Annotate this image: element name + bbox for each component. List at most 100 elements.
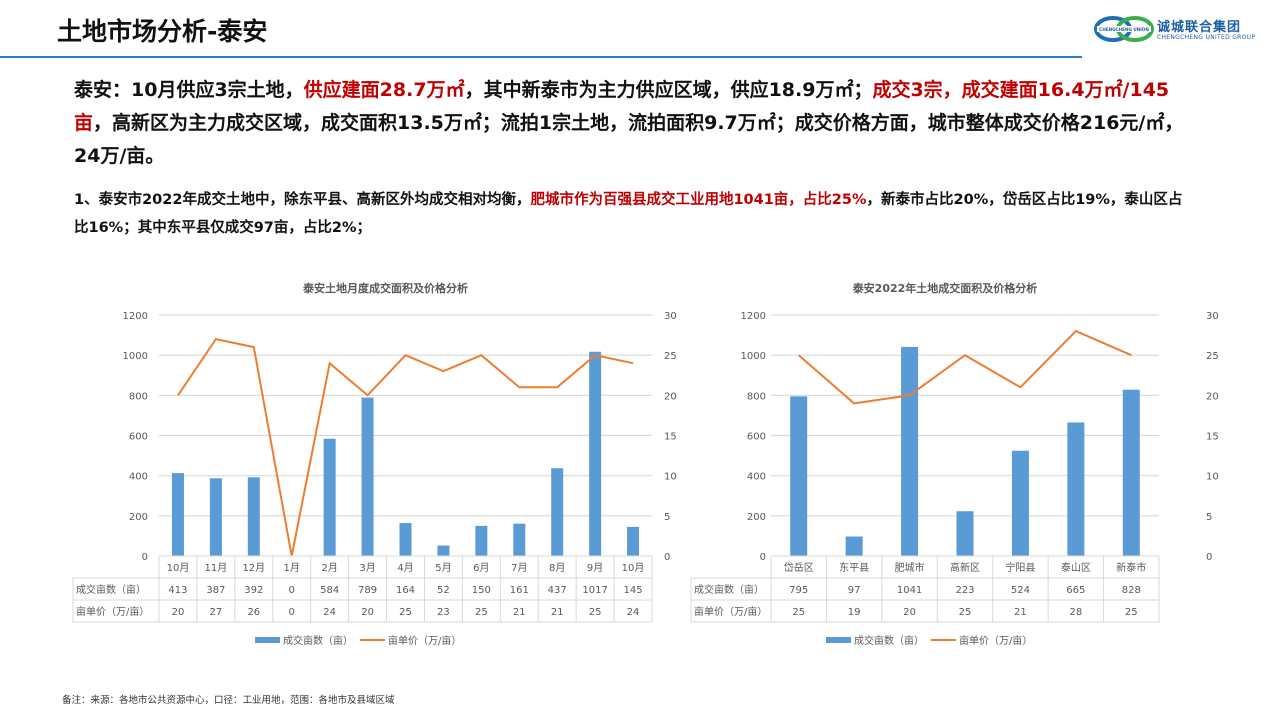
title-divider: [0, 56, 1082, 58]
y-right-tick-label: 0: [664, 552, 670, 563]
table-cell-price: 20: [172, 607, 185, 618]
y-left-tick-label: 1000: [741, 351, 766, 362]
legend-line-label: 亩单价（万/亩）: [388, 634, 461, 647]
logo-mark-text: CHENGCHENG UNION: [1099, 27, 1149, 32]
table-cell-price: 25: [1125, 607, 1138, 618]
bar: [627, 526, 640, 556]
summary-highlight-supply: 供应建面28.7万㎡: [303, 79, 465, 101]
y-right-tick-label: 5: [664, 512, 670, 523]
category-label: 9月: [587, 562, 603, 574]
table-cell-area: 1017: [582, 585, 607, 596]
legend-bar-swatch-icon: [826, 637, 851, 643]
bar: [399, 523, 412, 556]
table-cell-area: 828: [1122, 585, 1141, 596]
y-left-tick-label: 400: [747, 472, 766, 483]
point-segment: 1、泰安市2022年成交土地中，除东平县、高新区外均成交相对均衡，: [74, 192, 531, 208]
category-label: 岱岳区: [784, 561, 814, 574]
y-right-tick-label: 20: [1206, 391, 1219, 402]
table-cell-area: 164: [396, 585, 415, 596]
y-left-tick-label: 800: [747, 391, 766, 402]
y-right-tick-label: 15: [1206, 432, 1219, 443]
category-label: 1月: [284, 562, 300, 574]
category-label: 10月: [622, 562, 645, 574]
summary-highlight-deal: 成交3宗，成交建面16.4万㎡/145亩: [74, 79, 1170, 134]
table-cell-price: 21: [1014, 607, 1027, 618]
analysis-point-1: 1、泰安市2022年成交土地中，除东平县、高新区外均成交相对均衡，肥城市作为百强…: [74, 186, 1194, 242]
y-left-tick-label: 1200: [741, 311, 766, 322]
category-label: 2月: [321, 562, 337, 574]
table-cell-price: 25: [399, 607, 412, 618]
bar: [956, 511, 974, 556]
table-row-label: 亩单价（万/亩）: [76, 605, 149, 618]
point-segment: ，新泰市占比20%，岱岳区占比19%，泰山区占比16%；其中东平县仅成交97亩，…: [74, 192, 1183, 236]
table-cell-price: 20: [903, 607, 916, 618]
y-left-tick-label: 200: [747, 512, 766, 523]
category-label: 高新区: [950, 561, 980, 574]
y-right-tick-label: 25: [664, 351, 677, 362]
category-label: 宁阳县: [1005, 561, 1035, 574]
table-cell-area: 795: [789, 585, 808, 596]
y-right-tick-label: 25: [1206, 351, 1219, 362]
bar: [790, 396, 808, 556]
category-label: 10月: [167, 562, 190, 574]
y-left-tick-label: 200: [129, 512, 148, 523]
table-cell-area: 665: [1066, 585, 1085, 596]
table-cell-area: 1041: [897, 585, 922, 596]
legend-line-label: 亩单价（万/亩）: [959, 634, 1032, 647]
category-label: 12月: [242, 562, 265, 574]
summary-segment: ，其中新泰市为主力供应区域，供应18.9万㎡；: [464, 79, 873, 101]
logo-rings-icon: CHENGCHENG UNION: [1094, 16, 1154, 42]
table-cell-price: 24: [627, 607, 640, 618]
table-cell-area: 97: [848, 585, 861, 596]
table-cell-price: 19: [848, 607, 861, 618]
table-cell-price: 24: [323, 607, 336, 618]
legend-bar-label: 成交亩数（亩）: [283, 634, 353, 647]
bar: [171, 473, 184, 556]
table-cell-price: 23: [437, 607, 450, 618]
table-cell-area: 789: [358, 585, 377, 596]
bar: [361, 397, 374, 556]
bar: [1011, 450, 1029, 556]
y-right-tick-label: 5: [1206, 512, 1212, 523]
table-cell-area: 145: [623, 585, 642, 596]
legend-bar-swatch-icon: [255, 637, 280, 643]
footnote: 备注：来源：各地市公共资源中心，口径：工业用地，范围：各地市及县域区域: [62, 695, 395, 706]
y-right-tick-label: 20: [664, 391, 677, 402]
bar: [209, 478, 222, 556]
table-cell-price: 26: [247, 607, 260, 618]
table-cell-area: 413: [168, 585, 187, 596]
category-label: 泰山区: [1061, 561, 1091, 574]
bar: [475, 525, 488, 556]
legend-bar-label: 成交亩数（亩）: [854, 634, 924, 647]
bar: [247, 477, 260, 556]
category-label: 4月: [397, 562, 413, 574]
y-left-tick-label: 1200: [123, 311, 148, 322]
bar: [551, 468, 564, 556]
bar: [513, 523, 526, 556]
summary-paragraph: 泰安：10月供应3宗土地，供应建面28.7万㎡，其中新泰市为主力供应区域，供应1…: [74, 74, 1194, 173]
table-cell-area: 524: [1011, 585, 1030, 596]
bar: [323, 438, 336, 556]
table-cell-area: 392: [244, 585, 263, 596]
category-label: 7月: [511, 562, 527, 574]
bar: [437, 545, 450, 556]
category-label: 11月: [205, 562, 228, 574]
category-label: 3月: [359, 562, 375, 574]
category-label: 8月: [549, 562, 565, 574]
bar: [845, 536, 863, 556]
y-right-tick-label: 30: [664, 311, 677, 322]
price-line: [177, 337, 634, 557]
y-left-tick-label: 1000: [123, 351, 148, 362]
y-left-tick-label: 0: [142, 552, 148, 563]
table-cell-area: 437: [548, 585, 567, 596]
category-label: 新泰市: [1116, 561, 1146, 574]
table-cell-price: 20: [361, 607, 374, 618]
summary-segment: 泰安：10月供应3宗土地，: [74, 79, 304, 101]
table-cell-price: 25: [792, 607, 805, 618]
price-line: [798, 329, 1132, 405]
table-cell-area: 223: [955, 585, 974, 596]
y-left-tick-label: 600: [747, 432, 766, 443]
table-cell-price: 27: [210, 607, 223, 618]
category-label: 东平县: [839, 561, 869, 574]
table-cell-price: 25: [589, 607, 602, 618]
